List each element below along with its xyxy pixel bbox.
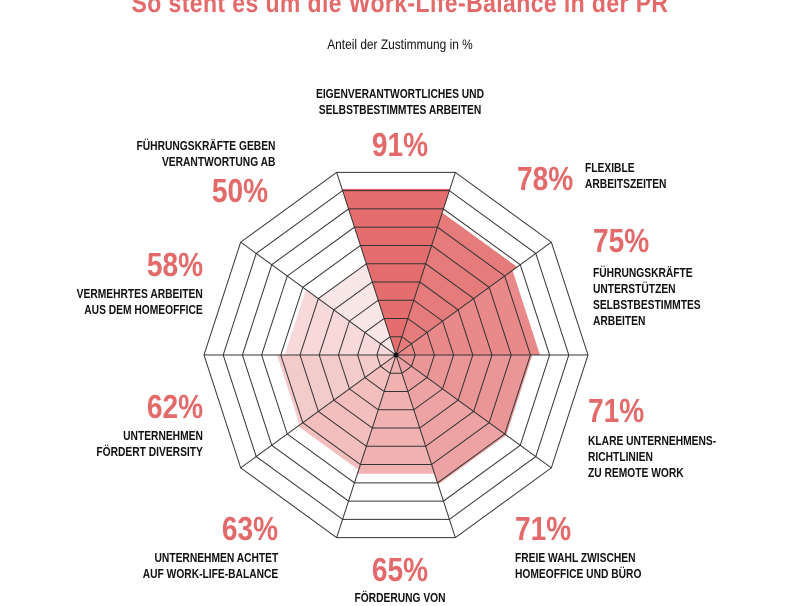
- category-label-6: UNTERNEHMEN ACHTET AUF WORK-LIFE-BALANCE: [142, 551, 278, 581]
- category-label-3: KLARE UNTERNEHMENS- RICHTLINIEN ZU REMOT…: [588, 434, 717, 480]
- value-label-3: 71%: [588, 392, 645, 429]
- sector-4: [396, 355, 507, 485]
- chart-title: So steht es um die Work-Life-Balance in …: [131, 0, 669, 18]
- category-label-1: FLEXIBLE ARBEITSZEITEN: [585, 161, 667, 191]
- sector-8: [284, 289, 396, 355]
- category-label-4: FREIE WAHL ZWISCHEN HOMEOFFICE UND BÜRO: [515, 551, 642, 581]
- grid-spoke-8: [240, 241, 397, 356]
- grid-spoke-9: [336, 172, 397, 356]
- grid-spoke-6: [240, 354, 397, 469]
- sector-7: [276, 355, 396, 425]
- center-dot: [393, 352, 399, 358]
- value-label-5: 65%: [371, 551, 429, 588]
- grid-spoke-3: [395, 354, 552, 469]
- sector-5: [357, 355, 435, 474]
- value-label-0: 91%: [371, 126, 429, 163]
- grid-spoke-4: [395, 354, 456, 538]
- chart-subtitle: Anteil der Zustimmung in %: [327, 36, 473, 52]
- category-label-7: UNTERNEHMEN FÖRDERT DIVERSITY: [96, 429, 203, 459]
- value-label-8: 58%: [146, 246, 203, 283]
- sector-6: [298, 355, 396, 471]
- category-label-5: FÖRDERUNG VON: [354, 591, 446, 605]
- sector-1: [396, 212, 518, 355]
- category-label-9: FÜHRUNGSKRÄFTE GEBEN VERANTWORTUNG AB: [136, 139, 275, 169]
- value-label-6: 63%: [221, 510, 278, 547]
- value-label-2: 75%: [593, 222, 650, 259]
- category-label-2: FÜHRUNGSKRÄFTE UNTERSTÜTZEN SELBSTBESTIM…: [593, 266, 701, 328]
- grid-spoke-5: [336, 354, 397, 538]
- category-label-0: EIGENVERANTWORTLICHES UND SELBSTBESTIMMT…: [316, 87, 484, 117]
- value-label-7: 62%: [146, 388, 203, 425]
- sector-3: [396, 355, 533, 436]
- category-label-8: VERMEHRTES ARBEITEN AUS DEM HOMEOFFICE: [76, 287, 203, 317]
- sector-0: [342, 188, 450, 355]
- grid-spoke-1: [395, 241, 552, 356]
- value-label-4: 71%: [515, 510, 572, 547]
- value-label-1: 78%: [517, 160, 574, 197]
- sector-9: [318, 263, 396, 355]
- value-label-9: 50%: [211, 172, 268, 209]
- grid-spoke-0: [395, 172, 456, 356]
